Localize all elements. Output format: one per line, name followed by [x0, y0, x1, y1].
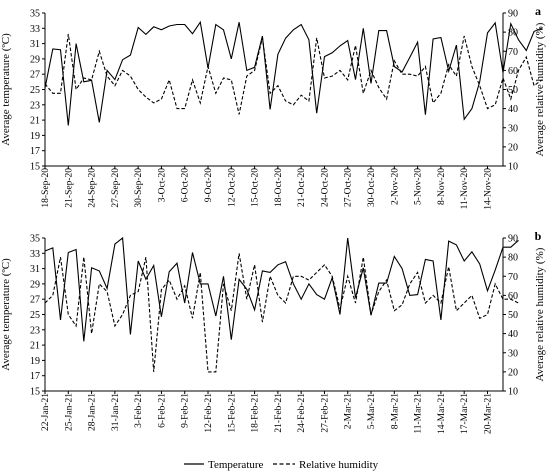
x-tick-label: 15-Oct-20 — [251, 168, 261, 207]
left-tick-label: 33 — [30, 249, 40, 260]
right-tick-label: 60 — [508, 291, 518, 302]
right-tick-label: 90 — [508, 234, 518, 245]
x-tick-label: 21-Feb-21 — [274, 393, 284, 433]
x-tick-label: 18-Oct-20 — [274, 168, 284, 207]
right-tick-label: 10 — [508, 162, 518, 173]
legend-humidity-label: Relative humidity — [299, 459, 379, 471]
right-tick-label: 60 — [508, 66, 518, 77]
left-tick-label: 17 — [30, 146, 40, 157]
right-tick-label: 30 — [508, 348, 518, 359]
x-tick-label: 3-Oct-20 — [157, 168, 167, 203]
panel-letter: a — [535, 4, 541, 18]
x-tick-label: 9-Feb-21 — [181, 393, 191, 428]
x-tick-label: 27-Feb-21 — [320, 393, 330, 433]
left-axis-title: Average temperature (ºC) — [0, 33, 12, 146]
right-tick-label: 80 — [508, 28, 518, 39]
left-tick-label: 35 — [30, 9, 40, 20]
right-tick-label: 80 — [508, 253, 518, 264]
humidity-series-line — [44, 33, 543, 115]
legend: Temperature Relative humidity — [184, 459, 379, 471]
left-tick-label: 21 — [30, 341, 40, 352]
x-tick-label: 9-Oct-20 — [204, 168, 214, 203]
right-tick-label: 90 — [508, 9, 518, 20]
left-tick-label: 29 — [30, 54, 40, 65]
x-tick-label: 27-Sep-20 — [111, 168, 121, 208]
left-tick-label: 17 — [30, 371, 40, 382]
right-tick-label: 70 — [508, 272, 518, 283]
left-tick-label: 25 — [30, 85, 40, 96]
right-axis-title: Average relative humidity (%) — [534, 22, 546, 156]
right-tick-label: 50 — [508, 310, 518, 321]
x-tick-label: 3-Feb-21 — [134, 393, 144, 428]
panel-a: 15 17 19 21 23 25 27 29 31 33 35 10 20 30 40 50 60 70 80 90… — [0, 4, 546, 210]
x-tick-label: 17-Mar-21 — [460, 393, 470, 434]
x-tick-label: 25-Jan-21 — [64, 393, 74, 431]
x-tick-label: 30-Oct-20 — [367, 168, 377, 207]
x-tick-label: 21-Oct-20 — [297, 168, 307, 207]
right-tick-label: 20 — [508, 367, 518, 378]
left-tick-label: 25 — [30, 310, 40, 321]
left-tick-label: 23 — [30, 100, 40, 111]
humidity-series-line — [44, 253, 519, 373]
right-tick-label: 30 — [508, 123, 518, 134]
temperature-series-line — [44, 20, 543, 126]
left-tick-label: 33 — [30, 24, 40, 35]
x-tick-label: 21-Sep-20 — [64, 168, 74, 208]
x-tick-label: 11-Mar-21 — [414, 393, 424, 434]
panel-b: 15 17 19 21 23 25 27 29 31 33 35 10 20 30 40 50 60 70 80 90… — [0, 229, 546, 434]
right-tick-label: 50 — [508, 85, 518, 96]
x-tick-label: 14-Mar-21 — [437, 393, 447, 434]
left-tick-label: 19 — [30, 131, 40, 142]
x-tick-label: 6-Oct-20 — [181, 168, 191, 203]
left-tick-label: 19 — [30, 356, 40, 367]
left-tick-label: 23 — [30, 325, 40, 336]
legend-temperature-label: Temperature — [208, 459, 264, 471]
left-axis-title: Average temperature (ºC) — [0, 258, 12, 371]
left-tick-label: 29 — [30, 279, 40, 290]
x-tick-label: 22-Jan-21 — [41, 393, 51, 431]
left-tick-label: 31 — [30, 264, 40, 275]
x-tick-label: 28-Jan-21 — [88, 393, 98, 431]
left-tick-label: 21 — [30, 116, 40, 127]
left-tick-label: 31 — [30, 39, 40, 50]
x-tick-label: 5-Mar-21 — [367, 393, 377, 429]
left-tick-label: 27 — [30, 70, 40, 81]
x-tick-label: 24-Sep-20 — [88, 168, 98, 208]
x-tick-label: 8-Nov-20 — [437, 168, 447, 205]
x-tick-label: 12-Feb-21 — [204, 393, 214, 433]
x-tick-label: 20-Mar-21 — [483, 393, 493, 434]
x-tick-label: 6-Feb-21 — [157, 393, 167, 428]
x-tick-label: 8-Mar-21 — [390, 393, 400, 429]
x-tick-label: 24-Oct-20 — [320, 168, 330, 207]
x-tick-label: 15-Feb-21 — [227, 393, 237, 433]
right-axis-title: Average relative humidity (%) — [534, 247, 546, 381]
x-tick-label: 11-Nov-20 — [460, 168, 470, 210]
panel-letter: b — [535, 229, 542, 243]
x-tick-label: 31-Jan-21 — [111, 393, 121, 431]
x-tick-label: 30-Sep-20 — [134, 168, 144, 208]
left-tick-label: 15 — [30, 387, 40, 398]
x-tick-label: 5-Nov-20 — [414, 168, 424, 205]
right-tick-label: 40 — [508, 104, 518, 115]
x-tick-label: 24-Feb-21 — [297, 393, 307, 433]
right-tick-label: 40 — [508, 329, 518, 340]
left-tick-label: 15 — [30, 162, 40, 173]
x-tick-label: 2-Nov-20 — [390, 168, 400, 205]
x-tick-label: 12-Oct-20 — [227, 168, 237, 207]
left-tick-label: 27 — [30, 295, 40, 306]
x-tick-label: 18-Sep-20 — [41, 168, 51, 208]
x-tick-label: 27-Oct-20 — [344, 168, 354, 207]
right-tick-label: 20 — [508, 142, 518, 153]
temperature-series-line — [44, 236, 519, 342]
right-tick-label: 70 — [508, 47, 518, 58]
left-tick-label: 35 — [30, 234, 40, 245]
x-tick-label: 14-Nov-20 — [483, 168, 493, 210]
x-tick-label: 2-Mar-21 — [344, 393, 354, 429]
right-tick-label: 10 — [508, 387, 518, 398]
x-tick-label: 18-Feb-21 — [251, 393, 261, 433]
